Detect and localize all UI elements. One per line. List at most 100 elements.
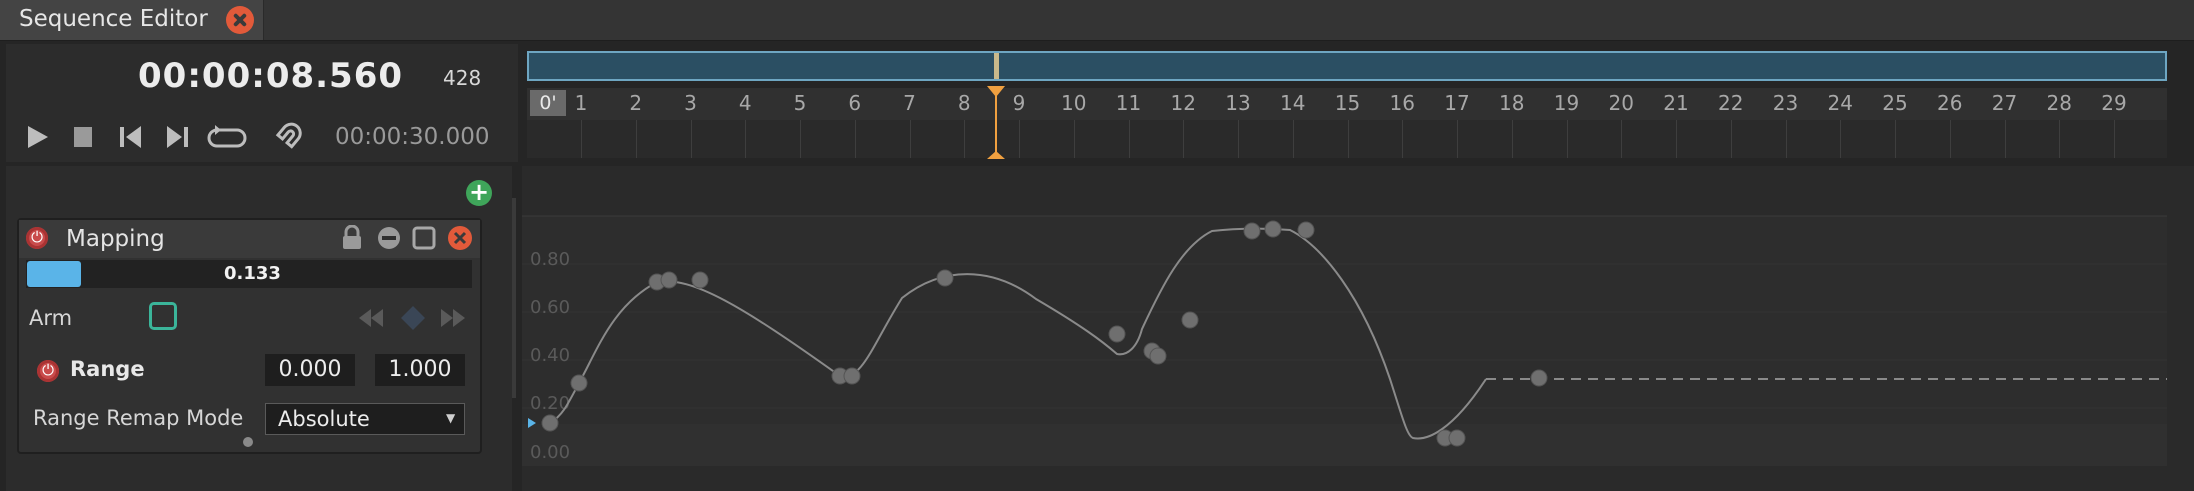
ruler-tick-label: 12 [1170,91,1196,115]
skip-forward-icon[interactable] [163,122,193,152]
minus-circle-icon[interactable] [377,226,401,250]
close-layer-icon[interactable] [447,225,473,251]
next-keyframe-icon[interactable] [438,306,468,330]
ruler-tick [1949,120,1951,158]
playhead-bottom-marker [987,151,1005,159]
close-icon[interactable] [226,6,254,34]
ruler-tick [1128,120,1130,158]
ruler-tick-label: 16 [1389,91,1415,115]
ruler-tick [635,120,637,158]
ruler-tick-label: 11 [1115,91,1142,115]
range-min-field[interactable]: 0.000 [265,354,355,386]
keyframe-point [1243,222,1261,240]
y-label-0.20: 0.20 [530,393,570,414]
layer-header[interactable] [19,220,480,258]
ruler-tick-label: 6 [848,91,862,115]
range-remap-select[interactable]: Absolute [265,403,465,435]
ruler-tick [1347,120,1349,158]
ruler-tick [1895,120,1896,158]
current-frame: 428 [443,66,482,90]
keyframe-point [1530,369,1548,387]
ruler-tick-label: 9 [1012,91,1026,115]
add-layer-button[interactable]: + [466,180,492,206]
keyframes[interactable] [541,220,1548,447]
ruler-tick-label: 2 [629,91,643,115]
y-label-0.00: 0.00 [530,442,570,463]
keyframe-point [1108,325,1126,343]
keyframe-point [843,367,861,385]
ruler-tick-label: 1 [574,91,588,115]
ruler-tick [2114,120,2115,158]
keyframe-point [1264,220,1282,238]
overview-playhead-handle[interactable] [994,53,999,79]
prev-keyframe-icon[interactable] [356,306,386,330]
square-icon[interactable] [412,226,436,250]
stop-icon[interactable] [68,122,98,152]
ruler-tick-label: 23 [1772,91,1799,115]
keyframe-point [660,271,678,289]
ruler-zero-label: 0' [530,90,566,116]
range-max-field[interactable]: 1.000 [375,354,465,386]
ruler-tick-label: 18 [1499,91,1525,115]
play-icon[interactable] [22,122,52,152]
arm-label: Arm [29,306,73,330]
ruler-tick [2059,120,2061,158]
magnet-icon[interactable] [271,120,305,154]
ruler-tick [909,120,911,158]
ruler-tick-label: 4 [738,91,752,115]
ruler-tick-label: 3 [684,91,697,115]
curve-start-marker [528,418,536,428]
ruler-tick-label: 7 [903,91,916,115]
tab-sequence-editor[interactable] [0,0,264,40]
layer-power-icon[interactable] [26,226,48,249]
layer-resize-handle[interactable] [243,437,253,447]
arm-toggle[interactable] [149,302,177,330]
ruler-tick [2004,120,2006,158]
ruler-tick-label: 24 [1827,91,1853,115]
loop-icon[interactable] [205,122,249,152]
keyframe-point [1448,429,1466,447]
value-slider[interactable] [26,260,472,288]
range-power-icon[interactable] [37,359,59,382]
value-slider-label: 0.133 [224,263,281,284]
chevron-down-icon: ▼ [446,411,456,425]
ruler-tick-label: 13 [1225,91,1251,115]
time-ruler-labels [527,88,2167,120]
keyframe-point [541,414,559,432]
keyframe-point [1297,221,1315,239]
keyframe-point [1149,347,1167,365]
ruler-tick [1566,120,1568,158]
keyframe-point [570,374,588,392]
skip-back-icon[interactable] [115,122,145,152]
playhead-line[interactable] [995,88,997,158]
keyframe-point [691,271,709,289]
add-keyframe-icon[interactable] [398,303,428,333]
ruler-tick [964,120,966,158]
ruler-tick [1621,120,1623,158]
ruler-tick [1785,120,1787,158]
value-slider-fill [27,261,81,287]
ruler-tick [1840,120,1842,158]
panel-splitter[interactable] [512,198,516,398]
ruler-tick-label: 10 [1061,91,1087,115]
automation-curve[interactable]: 0.80 0.60 0.40 0.20 0.00 [522,166,2194,491]
range-label: Range [70,357,145,381]
timeline-overview-bar[interactable] [527,51,2167,81]
current-time: 00:00:08.560 [138,56,404,96]
ruler-tick [1019,120,1020,158]
ruler-tick [581,120,582,158]
ruler-tick-label: 5 [793,91,807,115]
ruler-tick-label: 28 [2046,91,2072,115]
tab-bar [0,0,2194,41]
y-label-0.40: 0.40 [530,345,570,366]
ruler-tick [1402,120,1404,158]
ruler-tick-label: 27 [1991,91,2018,115]
ruler-tick [1238,120,1239,158]
ruler-tick [745,120,747,158]
lock-icon[interactable] [340,225,364,251]
ruler-tick-label: 29 [2101,91,2127,115]
ruler-tick [854,120,856,158]
ruler-tick [1292,120,1294,158]
keyframe-point [1181,311,1199,329]
ruler-tick [690,120,692,158]
